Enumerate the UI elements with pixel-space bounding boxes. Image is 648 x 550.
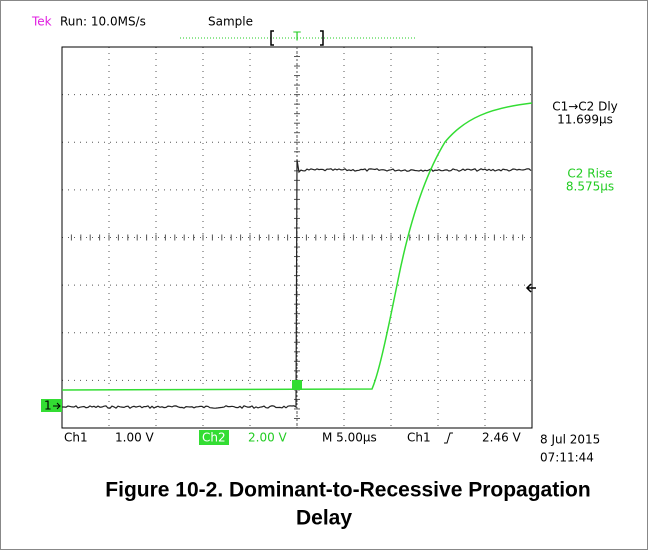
trigger-slope [444, 432, 453, 444]
ch2-trace [61, 102, 533, 391]
mode: Sample [208, 15, 253, 29]
ch2-scale: 2.00 V [248, 431, 288, 445]
trigger-bracket [270, 30, 324, 46]
ch1-marker: 1 [44, 399, 52, 413]
ch2-box [199, 430, 229, 445]
level-arrow [525, 283, 536, 293]
brand: Tek [31, 15, 52, 29]
caption: Figure 10-2. Dominant-to-Recessive Propa… [105, 479, 590, 502]
trigger-label: T [292, 30, 301, 44]
ch2-label: Ch2 [202, 431, 226, 445]
readout-value: 11.699µs [557, 113, 613, 127]
ch1-label: Ch1 [64, 431, 88, 445]
trigger-marker [292, 380, 302, 390]
readout-value: 8.575µs [566, 180, 614, 194]
time: 07:11:44 [540, 451, 594, 465]
readout-label: C1→C2 Dly [552, 100, 618, 114]
status: Run: 10.0MS/s [60, 15, 146, 29]
trigger-level: 2.46 V [482, 431, 522, 445]
caption: Delay [296, 507, 352, 530]
ch1-scale: 1.00 V [115, 431, 155, 445]
trigger-source: Ch1 [407, 431, 431, 445]
ch1-trace [62, 159, 532, 409]
ch1-arrow [53, 402, 61, 410]
date: 8 Jul 2015 [540, 433, 600, 447]
timebase: M 5.00µs [322, 431, 377, 445]
readout-label: C2 Rise [567, 167, 612, 181]
